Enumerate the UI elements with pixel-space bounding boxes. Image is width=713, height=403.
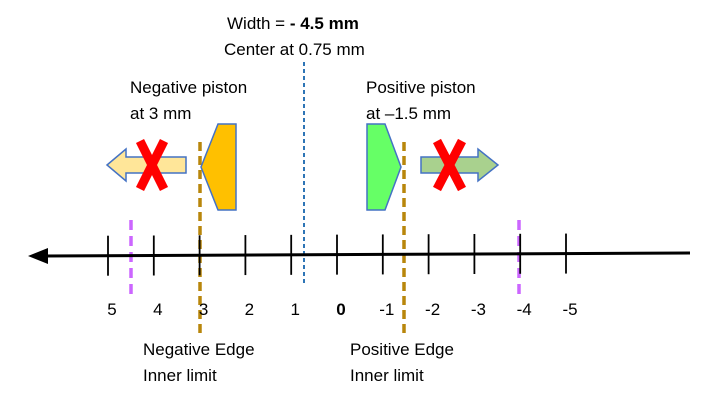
axis-arrowhead bbox=[28, 248, 48, 264]
center-label: Center at 0.75 mm bbox=[224, 40, 365, 59]
axis-tick-label: -2 bbox=[425, 300, 440, 319]
positive-piston bbox=[366, 123, 402, 211]
negative-piston bbox=[200, 123, 237, 211]
axis-tick-label: 1 bbox=[290, 300, 299, 319]
axis-tick-label: 0 bbox=[336, 300, 345, 319]
positive-edge-label-line1: Positive Edge bbox=[350, 340, 454, 359]
positive-edge-label-line2: Inner limit bbox=[350, 366, 424, 385]
negative-edge-label-line2: Inner limit bbox=[143, 366, 217, 385]
positive-piston-label-line1: Positive piston bbox=[366, 78, 476, 97]
axis-tick-label: -5 bbox=[562, 300, 577, 319]
negative-piston-label-line1: Negative piston bbox=[130, 78, 247, 97]
axis-tick-label: -1 bbox=[379, 300, 394, 319]
axis-tick-labels: 5 4 3 2 1 0 -1 -2 -3 -4 -5 bbox=[107, 300, 577, 319]
arrow-right-icon bbox=[420, 147, 500, 183]
axis-tick-label: 5 bbox=[107, 300, 116, 319]
negative-piston-label-line2: at 3 mm bbox=[130, 104, 191, 123]
axis-tick-label: 2 bbox=[245, 300, 254, 319]
negative-edge-label-line1: Negative Edge bbox=[143, 340, 255, 359]
axis-ticks bbox=[107, 233, 567, 276]
axis-tick-label: 4 bbox=[153, 300, 162, 319]
axis-tick-label: 3 bbox=[199, 300, 208, 319]
x-mark-icon bbox=[135, 138, 169, 192]
width-prefix: Width = bbox=[227, 14, 290, 33]
positive-piston-label-line2: at –1.5 mm bbox=[366, 104, 451, 123]
axis-line bbox=[43, 251, 691, 258]
width-label: Width = - 4.5 mm bbox=[227, 14, 359, 33]
axis-tick-label: -4 bbox=[517, 300, 532, 319]
x-mark-icon bbox=[433, 138, 466, 192]
axis-tick-label: -3 bbox=[471, 300, 486, 319]
arrow-left-icon bbox=[105, 147, 187, 183]
width-value: - 4.5 mm bbox=[290, 14, 359, 33]
